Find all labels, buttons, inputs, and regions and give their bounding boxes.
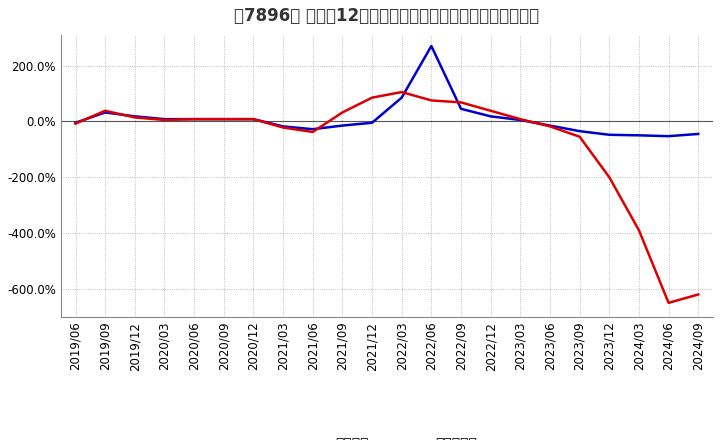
Legend: 経常利益, 当期純利益: 経常利益, 当期純利益: [291, 431, 483, 440]
Title: ［7896］ 利益の12か月移動合計の対前年同期増減率の推移: ［7896］ 利益の12か月移動合計の対前年同期増減率の推移: [234, 7, 539, 25]
